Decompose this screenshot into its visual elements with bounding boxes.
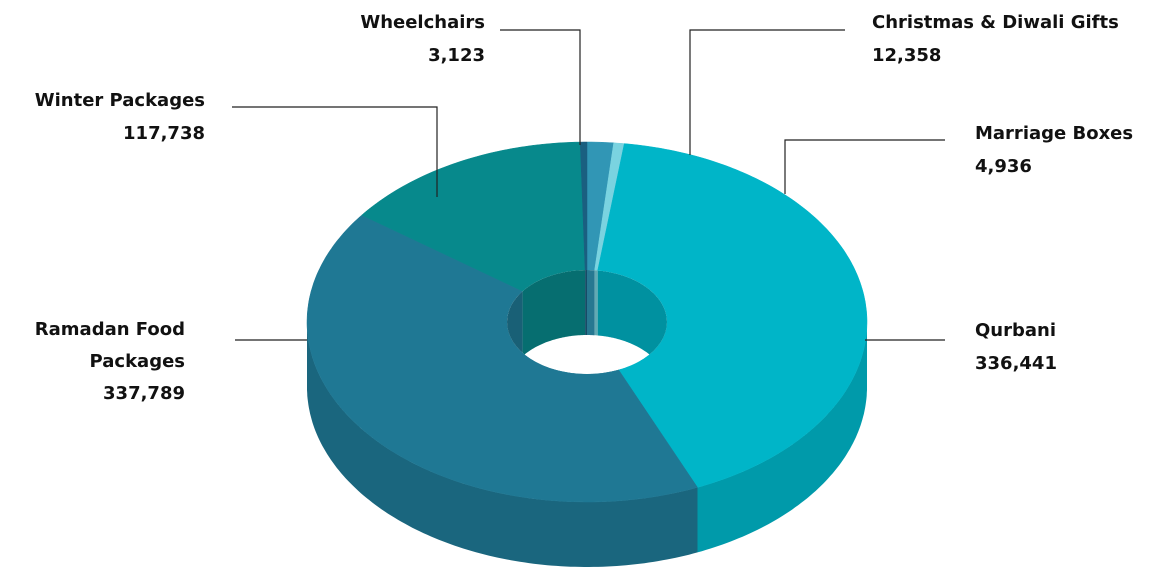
slice-label: Christmas & Diwali Gifts 12,358 (872, 6, 1119, 72)
slice-label: Qurbani 336,441 (975, 314, 1057, 380)
slice-label: Winter Packages 117,738 (5, 84, 205, 150)
label-value: 337,789 (103, 383, 185, 404)
label-value: 336,441 (975, 353, 1057, 374)
slice-side (697, 322, 867, 553)
slice-side (307, 322, 698, 567)
slice-inner (585, 270, 587, 335)
label-value: 117,738 (123, 123, 205, 144)
slice-inner (597, 270, 667, 374)
label-value: 12,358 (872, 45, 942, 66)
slice-label: Marriage Boxes 4,936 (975, 117, 1133, 183)
slice-inner (522, 270, 586, 357)
leader-line (500, 29, 581, 145)
leader-line (232, 106, 438, 197)
slice-inner (594, 270, 598, 336)
slice-label: Wheelchairs 3,123 (285, 6, 485, 72)
slice-label: Ramadan Food Packages 337,789 (5, 314, 185, 410)
label-name: Ramadan Food Packages (34, 319, 185, 372)
label-value: 4,936 (975, 156, 1032, 177)
label-name: Winter Packages (34, 90, 205, 111)
label-name: Marriage Boxes (975, 123, 1134, 144)
label-name: Christmas & Diwali Gifts (872, 12, 1119, 33)
label-name: Wheelchairs (360, 12, 485, 33)
label-name: Qurbani (975, 320, 1057, 341)
leader-line (784, 139, 945, 194)
leader-line (689, 29, 845, 155)
label-value: 3,123 (428, 45, 485, 66)
slice-inner (587, 270, 595, 336)
